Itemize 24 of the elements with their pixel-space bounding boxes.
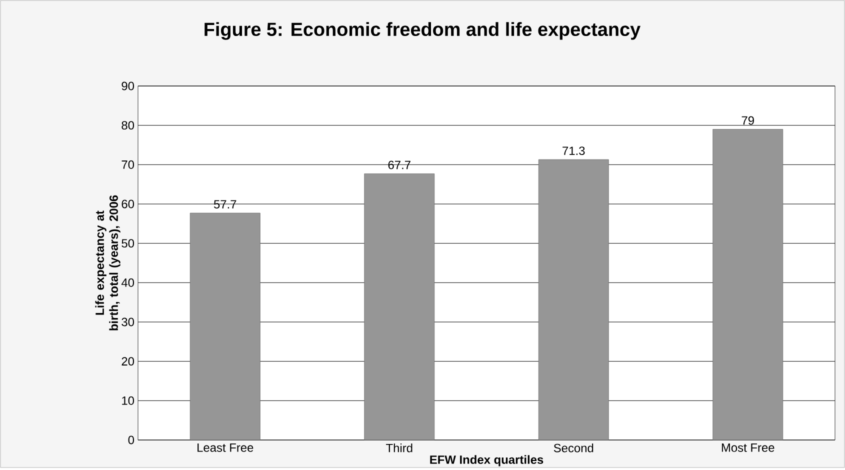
data-label: 79	[742, 116, 754, 125]
bar	[538, 160, 609, 440]
x-tick-label: Second	[554, 444, 594, 452]
y-tick-label: 0	[128, 436, 134, 444]
x-tick-label: Most Free	[722, 444, 774, 452]
y-tick-label: 80	[122, 121, 134, 130]
bar	[364, 174, 435, 440]
y-axis-title: Life expectancy at birth, total (years), 2006	[95, 196, 120, 330]
y-tick-label: 10	[122, 396, 134, 406]
chart-title: Figure 5: Economic freedom and life expectancy	[204, 22, 640, 40]
x-tick-label: Least Free	[198, 444, 254, 452]
y-tick-label: 90	[122, 82, 134, 90]
y-tick-label: 30	[122, 318, 134, 326]
x-tick-label: Third	[386, 444, 412, 452]
y-tick-label: 60	[122, 200, 134, 208]
bar	[190, 213, 260, 440]
x-axis-title: EFW Index quartiles	[430, 455, 544, 466]
y-tick-label: 50	[122, 239, 134, 248]
data-label: 71.3	[562, 146, 585, 156]
y-tick-label: 70	[122, 160, 134, 170]
data-label: 57.7	[214, 200, 236, 209]
y-tick-label: 40	[121, 278, 134, 288]
y-tick-label: 20	[122, 357, 134, 366]
bar	[712, 129, 784, 440]
